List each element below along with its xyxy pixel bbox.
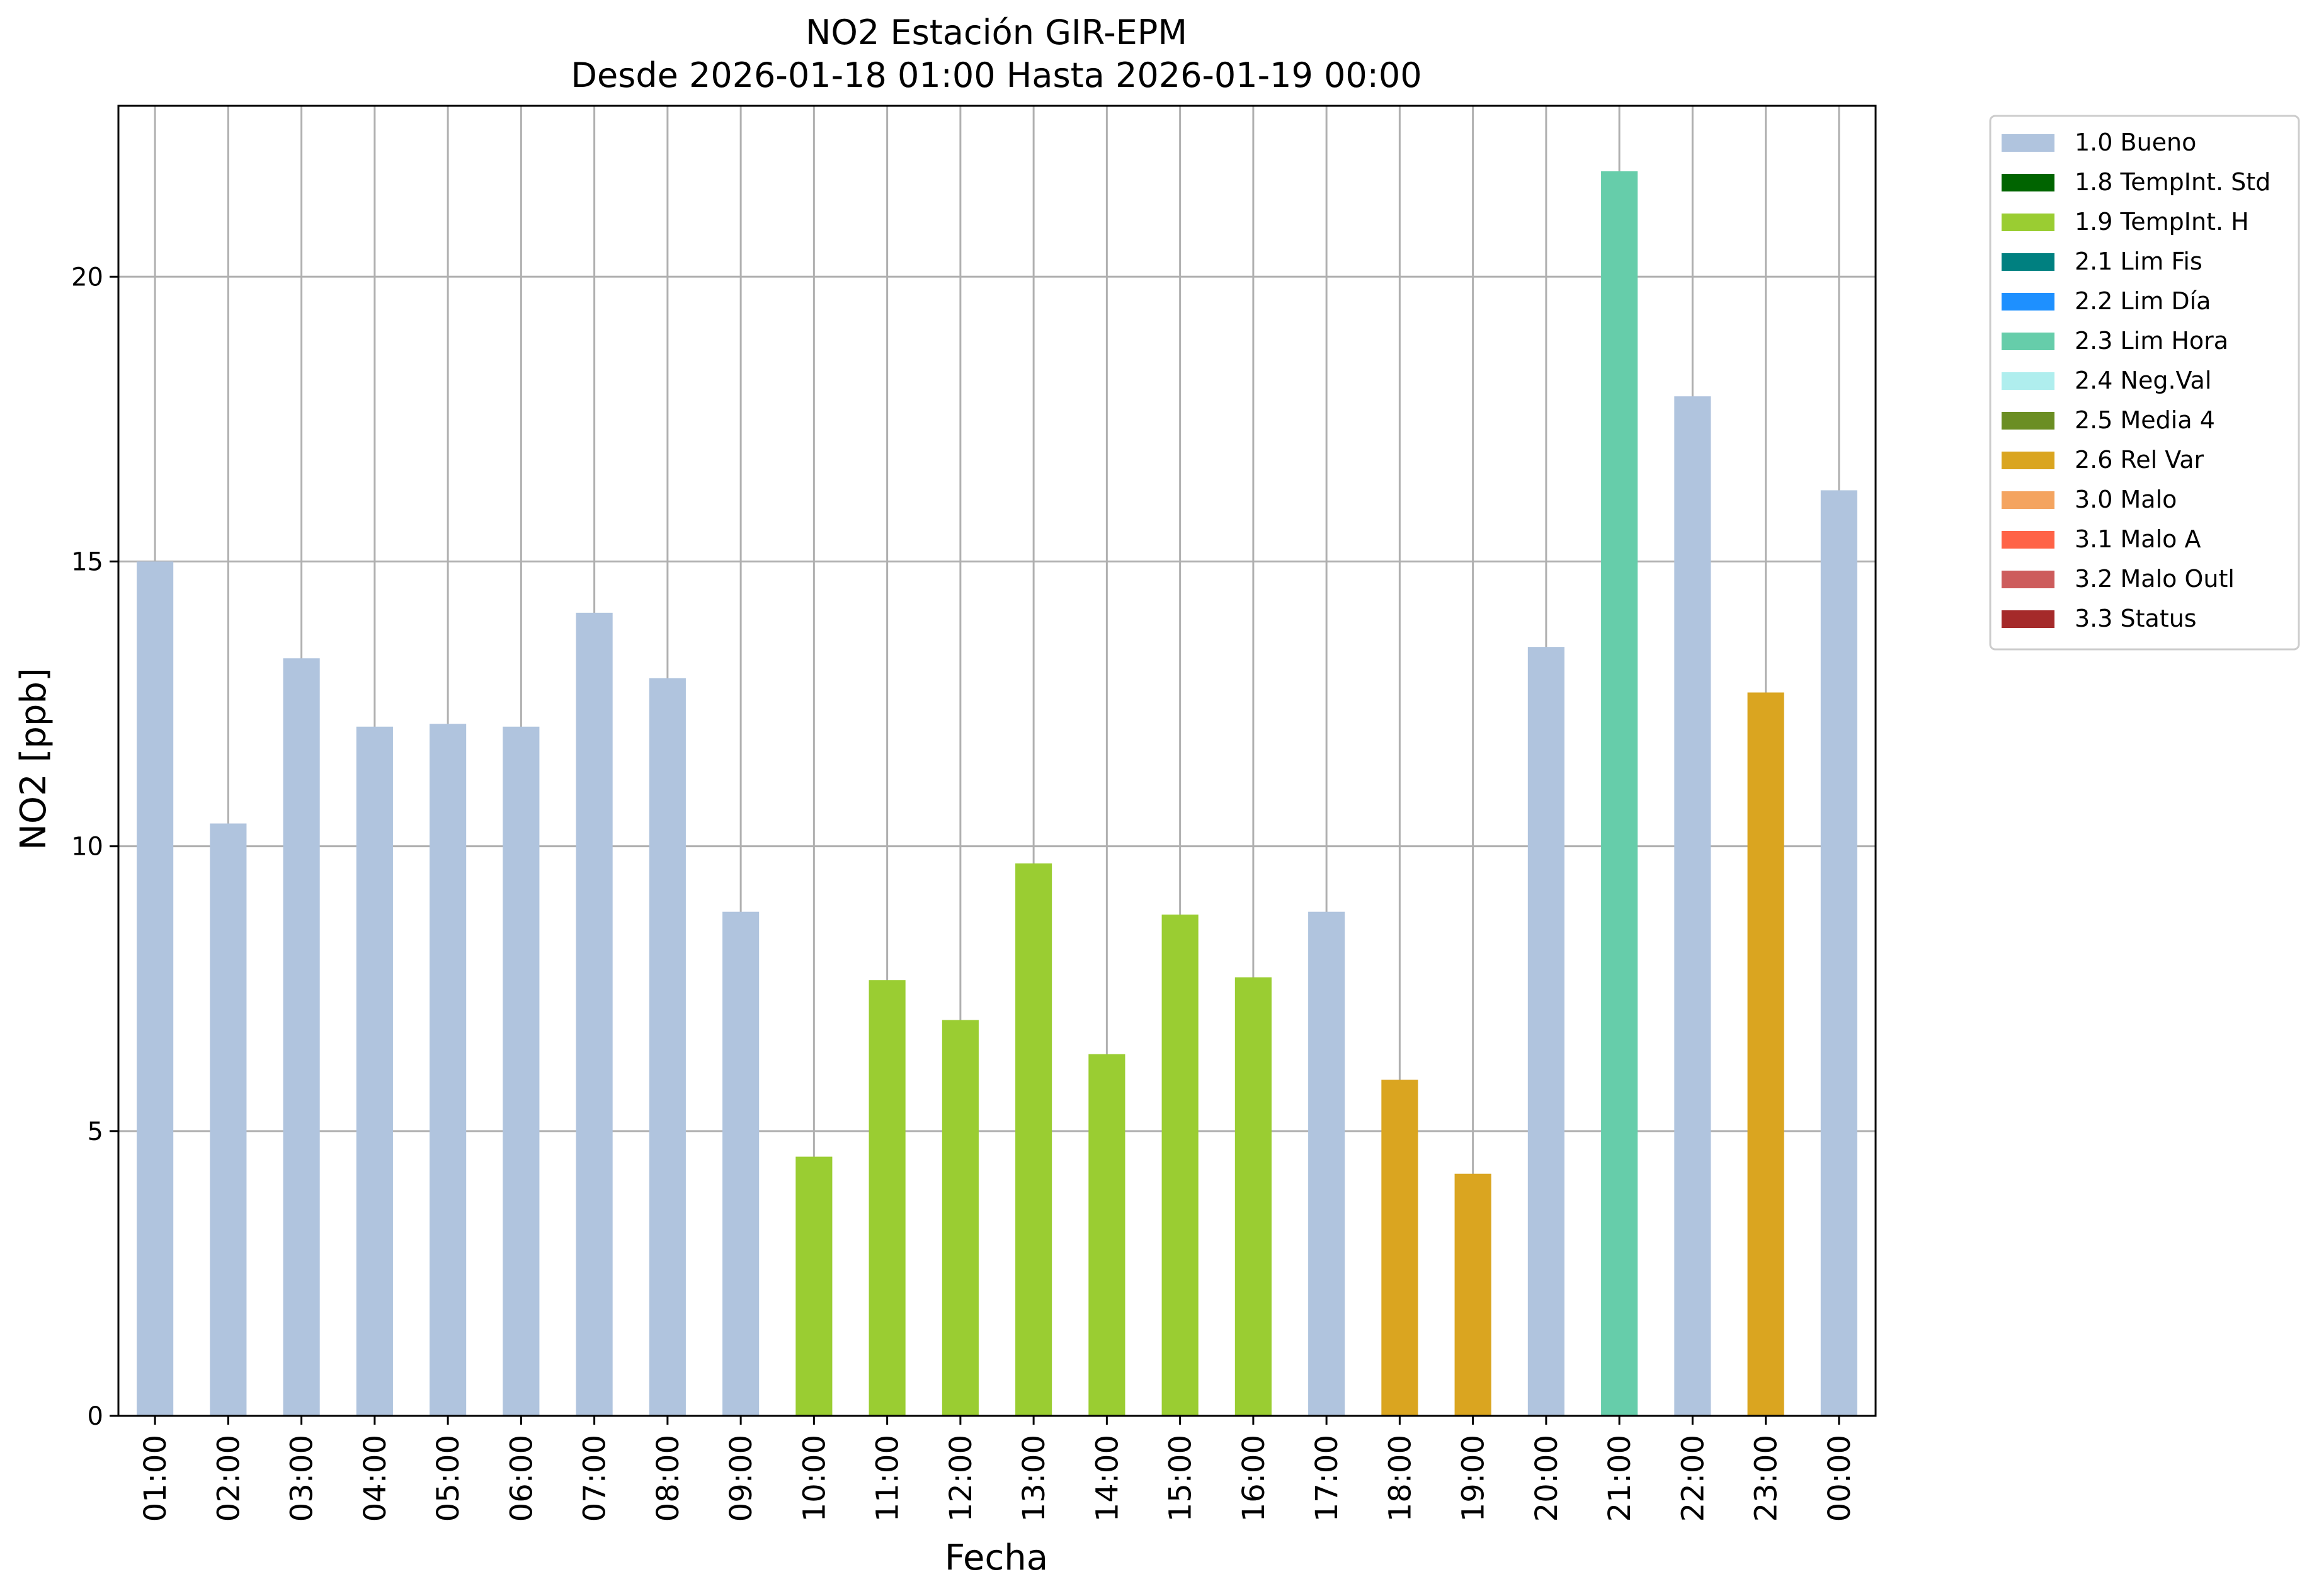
x-tick-label: 20:00 [1529,1435,1564,1522]
bar-1400 [1088,1054,1125,1416]
legend-label: 3.2 Malo Outl [2075,565,2235,593]
bar-2000 [1527,647,1564,1416]
x-tick-label: 07:00 [578,1435,613,1522]
legend-swatch [2002,174,2054,191]
legend-label: 2.5 Media 4 [2075,406,2215,434]
legend-label: 1.8 TempInt. Std [2075,168,2271,196]
legend-swatch [2002,531,2054,549]
legend-swatch [2002,610,2054,628]
bars [137,171,1857,1416]
axis-ticks: 0 5 10 15 20 01:00 02:00 03:00 04:00 05:00 06:00 07… [71,263,1857,1522]
x-tick-label: 23:00 [1749,1435,1784,1522]
x-tick-label: 21:00 [1602,1435,1638,1522]
x-tick-label: 03:00 [285,1435,320,1522]
y-tick-label: 0 [88,1402,103,1431]
x-tick-label: 18:00 [1382,1435,1418,1522]
legend-label: 2.3 Lim Hora [2075,327,2228,355]
legend-label: 3.1 Malo A [2075,525,2201,553]
x-tick-label: 12:00 [943,1435,979,1522]
legend: 1.0 Bueno 1.8 TempInt. Std 1.9 TempInt. H 2… [1989,115,2300,651]
bar-1500 [1161,915,1199,1416]
bar-0000 [1820,490,1857,1416]
plot-area-frame [117,105,1877,1417]
x-tick-label: 02:00 [211,1435,246,1522]
legend-swatch [2002,412,2054,430]
legend-label: 3.0 Malo [2075,486,2177,513]
x-tick-label: 19:00 [1456,1435,1491,1522]
x-tick-label: 08:00 [651,1435,686,1522]
bar-0300 [283,658,320,1416]
bar-1600 [1234,977,1272,1416]
bar-1100 [869,980,906,1416]
legend-swatch [2002,214,2054,231]
legend-swatch [2002,253,2054,271]
x-tick-label: 16:00 [1236,1435,1272,1522]
bar-0700 [576,612,613,1416]
x-axis-label: Fecha [945,1537,1048,1578]
bar-2100 [1601,171,1638,1416]
legend-label: 2.6 Rel Var [2075,446,2204,474]
legend-frame [1989,115,2300,651]
legend-swatch [2002,491,2054,509]
x-tick-label: 11:00 [870,1435,906,1522]
bar-2300 [1747,692,1784,1416]
chart-subtitle: Desde 2026-01-18 01:00 Hasta 2026-01-19 … [571,55,1422,95]
y-axis-label: NO2 [ppb] [13,668,54,850]
x-tick-label: 13:00 [1017,1435,1052,1522]
bar-0500 [430,724,467,1416]
bar-2200 [1674,396,1711,1416]
legend-label: 2.2 Lim Día [2075,287,2211,315]
bar-0400 [356,726,393,1416]
bar-0800 [649,678,686,1416]
bar-1200 [942,1020,979,1416]
x-tick-label: 06:00 [504,1435,539,1522]
legend-label: 2.4 Neg.Val [2075,367,2211,394]
bar-1900 [1454,1173,1491,1416]
x-tick-label: 15:00 [1163,1435,1199,1522]
legend-label: 1.9 TempInt. H [2075,208,2249,236]
y-tick-label: 10 [71,833,103,862]
x-tick-label: 10:00 [797,1435,832,1522]
legend-swatch [2002,293,2054,311]
y-tick-label: 5 [88,1117,103,1146]
x-tick-label: 09:00 [724,1435,759,1522]
legend-swatch [2002,134,2054,152]
x-tick-label: 22:00 [1675,1435,1711,1522]
y-tick-label: 20 [71,263,103,292]
legend-swatch [2002,372,2054,390]
bar-1300 [1015,863,1052,1416]
bar-0200 [210,823,247,1416]
legend-swatch [2002,571,2054,588]
bar-0900 [722,911,760,1416]
y-tick-label: 15 [71,547,103,576]
bar-1000 [795,1156,833,1416]
x-tick-label: 05:00 [431,1435,466,1522]
x-tick-label: 17:00 [1309,1435,1345,1522]
legend-label: 2.1 Lim Fis [2075,248,2202,275]
bar-1700 [1308,911,1345,1416]
bar-0600 [503,726,540,1416]
legend-swatch [2002,333,2054,350]
chart-title: NO2 Estación GIR-EPM [806,13,1187,52]
bar-1800 [1381,1080,1418,1416]
legend-swatch [2002,452,2054,469]
x-tick-label: 01:00 [138,1435,173,1522]
bar-0100 [137,561,174,1416]
x-tick-label: 04:00 [358,1435,393,1522]
x-tick-label: 00:00 [1822,1435,1857,1522]
x-tick-label: 14:00 [1090,1435,1125,1522]
legend-label: 3.3 Status [2075,605,2197,632]
legend-label: 1.0 Bueno [2075,128,2196,156]
